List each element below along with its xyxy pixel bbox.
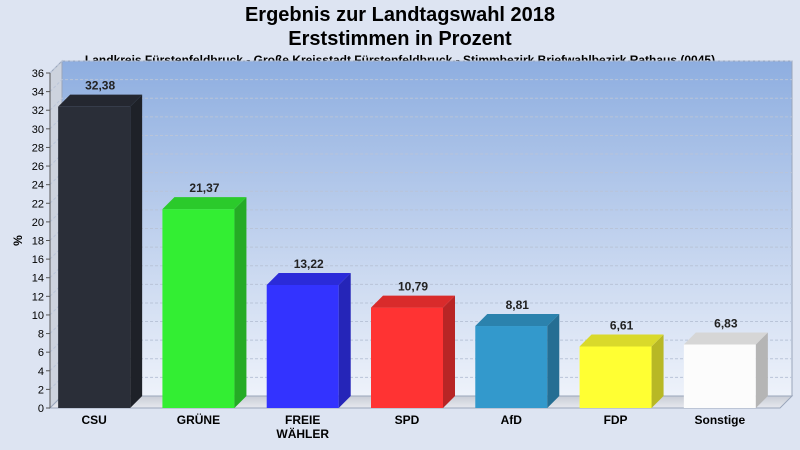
bars: 32,38 21,37 13,22 10,79 8,81 6,61 6,83 bbox=[58, 79, 768, 409]
y-tick-label: 28 bbox=[32, 142, 44, 154]
x-tick-label: AfD bbox=[501, 413, 523, 427]
y-tick-label: 6 bbox=[38, 347, 44, 359]
x-tick-label: SPD bbox=[395, 413, 420, 427]
x-tick-label-line: Sonstige bbox=[695, 413, 746, 427]
y-tick-label: 34 bbox=[32, 87, 44, 99]
y-tick-label: 10 bbox=[32, 310, 44, 322]
y-tick-label: 24 bbox=[32, 180, 44, 192]
bar-top bbox=[579, 334, 664, 347]
x-tick-label-line: FREIE bbox=[285, 413, 320, 427]
bar-grüne: 21,37 bbox=[162, 181, 247, 408]
bar-side bbox=[443, 295, 455, 408]
bar-side bbox=[651, 334, 664, 408]
data-label: 6,83 bbox=[714, 316, 738, 330]
gridline bbox=[49, 97, 792, 111]
bar-top bbox=[683, 332, 768, 345]
bar-front bbox=[371, 307, 443, 408]
bar-top bbox=[475, 314, 560, 327]
y-tick-label: 22 bbox=[32, 198, 44, 210]
bar-top bbox=[58, 94, 143, 107]
y-tick-label: 4 bbox=[38, 366, 44, 378]
y-tick-label: 20 bbox=[32, 217, 44, 229]
data-label: 13,22 bbox=[294, 257, 324, 271]
bar-top bbox=[371, 295, 455, 308]
y-tick-label: 30 bbox=[32, 124, 44, 136]
bar-fdp: 6,61 bbox=[579, 318, 664, 408]
bar-sonstige: 6,83 bbox=[683, 316, 768, 408]
y-tick-label: 0 bbox=[38, 403, 44, 415]
bar-side bbox=[547, 314, 560, 408]
bar-front bbox=[683, 344, 756, 408]
y-tick-label: 36 bbox=[32, 68, 44, 80]
bar-freie-wähler: 13,22 bbox=[266, 257, 351, 408]
x-tick-label-line: SPD bbox=[395, 413, 420, 427]
bar-side bbox=[755, 332, 768, 408]
x-tick-label-line: CSU bbox=[81, 413, 106, 427]
bar-side bbox=[338, 272, 351, 408]
bar-front bbox=[266, 284, 339, 408]
x-tick-label-line: AfD bbox=[501, 413, 523, 427]
data-label: 8,81 bbox=[506, 298, 530, 312]
y-tick-label: 8 bbox=[38, 329, 44, 341]
bar-spd: 10,79 bbox=[371, 280, 455, 408]
y-tick-label: 26 bbox=[32, 161, 44, 173]
gridline bbox=[49, 79, 792, 92]
gridline bbox=[49, 60, 792, 74]
y-tick-label: 12 bbox=[32, 291, 44, 303]
bar-front bbox=[475, 326, 548, 408]
bar-front bbox=[58, 106, 131, 409]
chart-subtitle: Erststimmen in Prozent bbox=[288, 28, 512, 50]
x-axis: CSU GRÜNE FREIE WÄHLER SPD AfD FDP Sonstige bbox=[81, 412, 745, 441]
data-label: 32,38 bbox=[85, 79, 115, 93]
chart-title: Ergebnis zur Landtagswahl 2018 bbox=[244, 4, 556, 26]
data-label: 21,37 bbox=[189, 181, 219, 195]
bar-front bbox=[579, 346, 652, 408]
x-tick-label: GRÜNE bbox=[177, 412, 220, 427]
data-label: 10,79 bbox=[398, 280, 428, 294]
x-tick-label: FDP bbox=[604, 413, 628, 427]
bar-front bbox=[162, 209, 235, 408]
x-tick-label: FREIE WÄHLER bbox=[276, 413, 329, 441]
x-tick-label: CSU bbox=[81, 413, 106, 427]
x-tick-label-line: GRÜNE bbox=[177, 412, 220, 427]
y-tick-label: 16 bbox=[32, 254, 44, 266]
x-tick-label: Sonstige bbox=[695, 413, 746, 427]
bar-top bbox=[162, 197, 247, 210]
y-axis-label: % bbox=[11, 235, 25, 246]
bar-side bbox=[130, 94, 143, 409]
bar-top bbox=[266, 272, 351, 285]
y-tick-label: 32 bbox=[32, 105, 44, 117]
y-tick-label: 18 bbox=[32, 236, 44, 248]
bar-afd: 8,81 bbox=[475, 298, 560, 408]
y-tick-label: 14 bbox=[32, 273, 44, 285]
data-label: 6,61 bbox=[610, 318, 634, 332]
bar-side bbox=[234, 197, 247, 408]
y-tick-label: 2 bbox=[38, 384, 44, 396]
x-tick-label-line: WÄHLER bbox=[276, 426, 329, 441]
x-tick-label-line: FDP bbox=[604, 413, 628, 427]
bar-csu: 32,38 bbox=[58, 79, 143, 409]
